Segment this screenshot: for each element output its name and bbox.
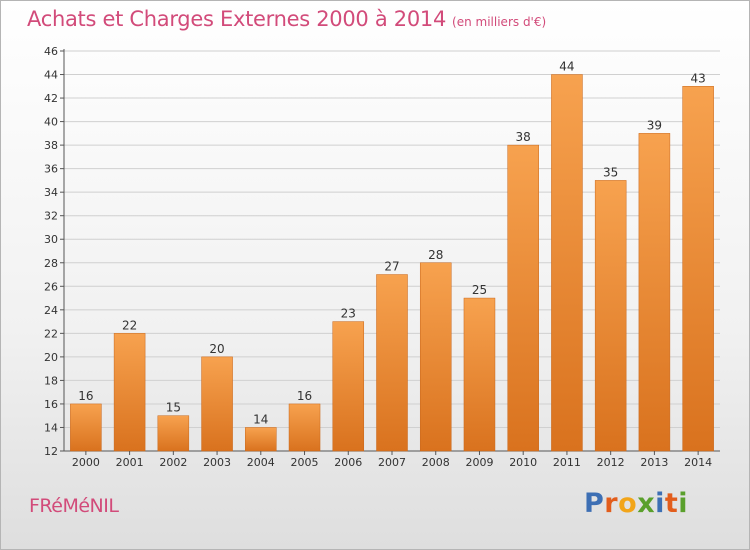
data-label: 16	[78, 389, 93, 403]
x-tick-label: 2003	[203, 456, 231, 469]
y-tick-label: 22	[44, 327, 58, 340]
x-tick-label: 2013	[640, 456, 668, 469]
y-tick-label: 26	[44, 280, 58, 293]
data-label: 25	[472, 283, 487, 297]
y-tick-label: 24	[44, 304, 58, 317]
bar	[70, 403, 102, 452]
y-tick-label: 46	[44, 45, 58, 58]
y-tick-label: 40	[44, 116, 58, 129]
bar	[113, 333, 146, 452]
bar	[463, 297, 496, 452]
x-tick-label: 2005	[291, 456, 319, 469]
logo-letter: i	[678, 488, 689, 519]
bar	[288, 403, 321, 452]
data-label: 28	[428, 248, 443, 262]
data-label: 22	[122, 318, 137, 332]
logo-letter: i	[655, 488, 665, 519]
data-label: 15	[166, 401, 181, 415]
commune-name: FRéMéNIL	[29, 495, 119, 517]
data-label: 39	[647, 118, 662, 132]
bar	[507, 144, 539, 452]
bar	[376, 274, 408, 452]
bar	[551, 74, 583, 452]
data-label: 38	[516, 130, 531, 144]
data-label: 35	[603, 165, 618, 179]
bar	[245, 427, 277, 452]
y-tick-label: 16	[44, 398, 58, 411]
y-tick-label: 42	[44, 92, 58, 105]
y-tick-label: 28	[44, 257, 58, 270]
x-tick-label: 2010	[509, 456, 537, 469]
bars	[70, 74, 714, 455]
x-tick-label: 2001	[116, 456, 144, 469]
logo-letter: o	[618, 488, 638, 519]
chart-header: Achats et Charges Externes 2000 à 2014 (e…	[27, 7, 546, 31]
y-tick-label: 44	[44, 69, 58, 82]
data-label: 44	[559, 60, 574, 74]
data-labels: 16 22 15 20 14 16 23 27 28 25 38 44 35 39 43	[78, 60, 706, 427]
y-tick-label: 30	[44, 233, 58, 246]
y-tick-label: 36	[44, 163, 58, 176]
data-label: 23	[341, 307, 356, 321]
y-tick-label: 20	[44, 351, 58, 364]
axes: 12 14 16 18 20 22 24 26 28 30 32 34 36 38 40 42 44 46 2000…	[44, 45, 720, 469]
data-label: 27	[384, 260, 399, 274]
y-tick-label: 18	[44, 374, 58, 387]
bar	[594, 180, 627, 452]
chart-title: Achats et Charges Externes 2000 à 2014	[27, 7, 447, 31]
logo-letter: t	[664, 488, 679, 519]
x-tick-label: 2014	[684, 456, 712, 469]
bar	[201, 356, 233, 452]
chart-subtitle: (en milliers d'€)	[452, 15, 547, 29]
logo-letter: x	[637, 488, 656, 519]
bar	[419, 262, 452, 452]
bar	[332, 321, 365, 452]
x-tick-label: 2008	[422, 456, 450, 469]
x-tick-label: 2009	[465, 456, 493, 469]
y-tick-label: 34	[44, 186, 58, 199]
x-tick-label: 2000	[72, 456, 100, 469]
logo-letter: r	[604, 488, 619, 519]
data-label: 14	[253, 412, 268, 426]
y-tick-label: 12	[44, 445, 58, 458]
x-tick-label: 2002	[159, 456, 187, 469]
y-tick-label: 38	[44, 139, 58, 152]
data-label: 16	[297, 389, 312, 403]
bar	[157, 415, 190, 452]
x-tick-label: 2007	[378, 456, 406, 469]
data-label: 20	[209, 342, 224, 356]
x-tick-label: 2004	[247, 456, 275, 469]
proxiti-logo[interactable]: Proxiti	[584, 488, 688, 519]
bar	[638, 133, 671, 452]
logo-letter: P	[584, 488, 605, 519]
x-tick-label: 2012	[597, 456, 625, 469]
y-tick-label: 32	[44, 210, 58, 223]
x-tick-label: 2006	[334, 456, 362, 469]
data-label: 43	[690, 71, 705, 85]
bar	[682, 86, 714, 452]
x-tick-label: 2011	[553, 456, 581, 469]
y-tick-label: 14	[44, 421, 58, 434]
